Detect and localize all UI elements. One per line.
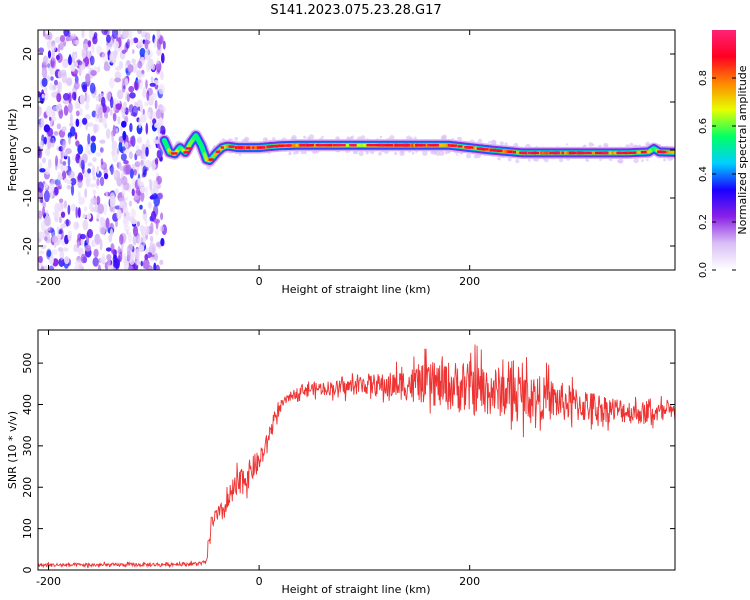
colorbar-tick-label: 0.2 bbox=[698, 214, 709, 230]
colorbar-ticks: 0.0 0.2 0.4 0.6 0.8 bbox=[698, 70, 736, 278]
snr-plot-area bbox=[38, 344, 675, 569]
spectrogram-ylabel: Frequency (Hz) bbox=[6, 109, 19, 192]
snr-xtick-label: 200 bbox=[459, 575, 480, 588]
spectrogram-ytick-label: -20 bbox=[21, 237, 34, 255]
spectrogram-ytick-label: 10 bbox=[21, 95, 34, 109]
spectrogram-xtick-label: 200 bbox=[459, 275, 480, 288]
colorbar-label: Normalized spectral amplitude bbox=[736, 65, 749, 234]
snr-ytick-label: 300 bbox=[21, 435, 34, 456]
colorbar-gradient bbox=[712, 30, 736, 270]
colorbar-tick-label: 0.8 bbox=[698, 70, 709, 86]
spectrogram-ytick-label: 20 bbox=[21, 47, 34, 61]
snr-ytick-label: 400 bbox=[21, 394, 34, 415]
spectrogram-ticks: -200 0 200 -20 -10 0 10 20 bbox=[21, 30, 675, 288]
snr-xlabel: Height of straight line (km) bbox=[281, 583, 430, 596]
colorbar: 0.0 0.2 0.4 0.6 0.8 Normalized spectral ampl… bbox=[698, 30, 749, 278]
spectrogram-plot-area bbox=[38, 30, 675, 270]
spectrogram-ytick-label: 0 bbox=[21, 147, 34, 154]
spectrogram-xtick-label: -200 bbox=[36, 275, 61, 288]
colorbar-tick-label: 0.6 bbox=[698, 118, 709, 134]
snr-series-line bbox=[38, 344, 675, 569]
figure-title: S141.2023.075.23.28.G17 bbox=[270, 3, 441, 18]
spectrogram-panel: -200 0 200 -20 -10 0 10 20 Height of straight l… bbox=[6, 29, 676, 296]
spectrogram-xtick-label: 0 bbox=[256, 275, 263, 288]
snr-ytick-label: 500 bbox=[21, 353, 34, 374]
snr-xtick-label: 0 bbox=[256, 575, 263, 588]
colorbar-tick-label: 0.4 bbox=[698, 166, 709, 182]
spectrogram-xlabel: Height of straight line (km) bbox=[281, 283, 430, 296]
snr-ylabel: SNR (10 * v/v) bbox=[6, 411, 19, 489]
noise-speckle bbox=[38, 30, 167, 270]
ridge-core bbox=[162, 134, 675, 162]
snr-frame bbox=[37, 329, 676, 571]
colorbar-tick-label: 0.0 bbox=[698, 262, 709, 278]
spectrogram-ytick-label: -10 bbox=[21, 189, 34, 207]
snr-ytick-label: 100 bbox=[21, 518, 34, 539]
snr-ytick-label: 200 bbox=[21, 477, 34, 498]
snr-ytick-label: 0 bbox=[21, 567, 34, 574]
snr-xtick-label: -200 bbox=[36, 575, 61, 588]
